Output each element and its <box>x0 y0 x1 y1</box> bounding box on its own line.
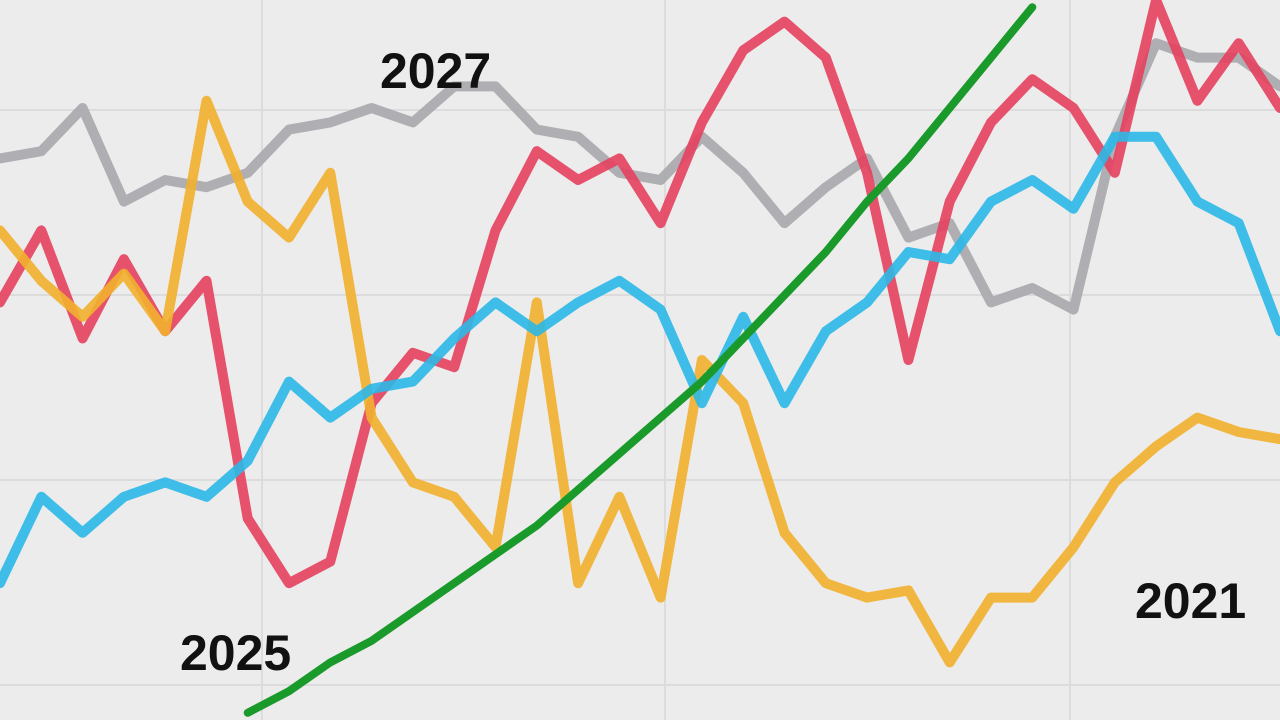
annotation: 2025 <box>180 625 291 681</box>
line <box>243 3 1037 717</box>
line <box>0 38 1280 315</box>
line <box>0 95 1280 668</box>
annotation: 2021 <box>1135 573 1246 629</box>
annotation: 2027 <box>380 43 491 99</box>
line <box>0 131 1280 589</box>
line <box>0 0 1280 589</box>
